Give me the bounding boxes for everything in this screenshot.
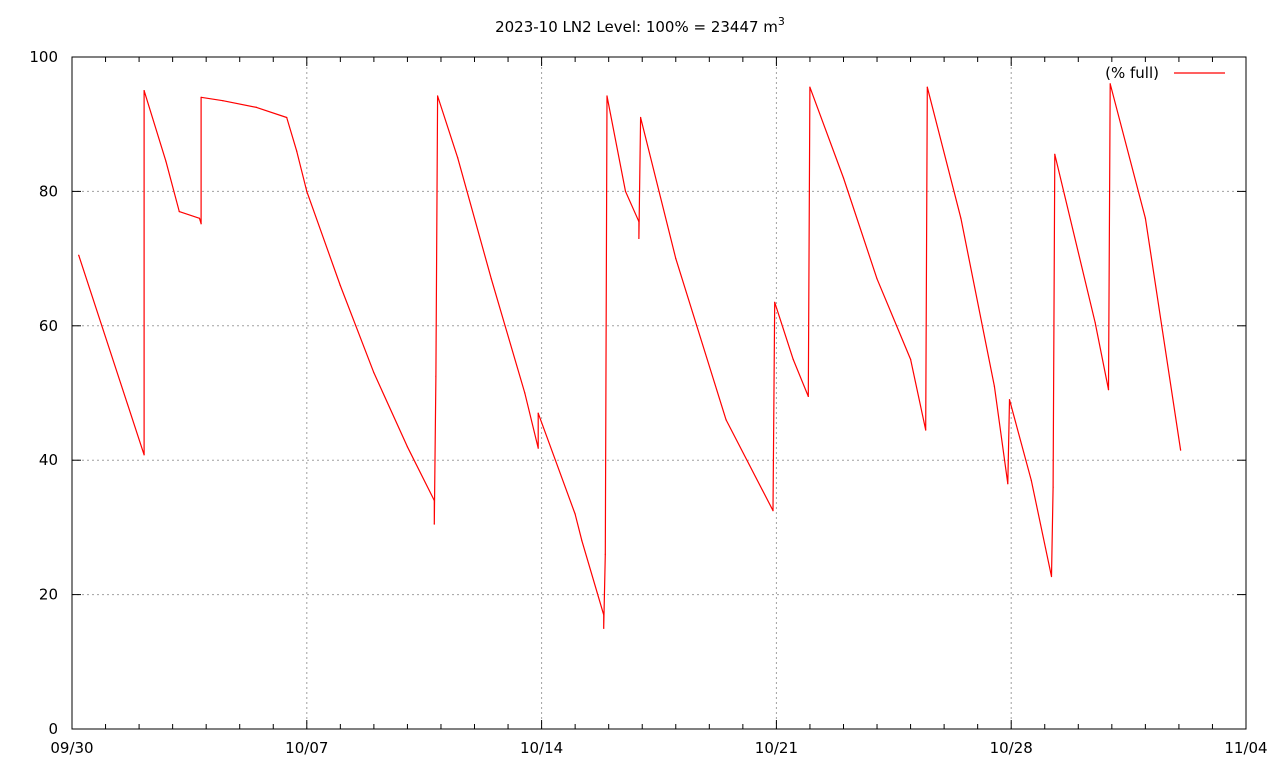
data-point <box>524 392 526 394</box>
data-point <box>178 211 180 213</box>
data-point <box>574 513 576 515</box>
data-point <box>640 116 642 119</box>
data-point <box>876 278 878 280</box>
data-point <box>165 160 167 162</box>
data-point <box>603 614 605 616</box>
data-point <box>624 190 627 192</box>
data-point <box>339 284 341 287</box>
x-tick-label: 10/28 <box>990 739 1033 757</box>
data-point <box>1180 449 1182 451</box>
plot-frame <box>71 56 1247 730</box>
data-point <box>286 116 288 119</box>
data-point <box>809 86 811 88</box>
data-point <box>537 447 539 449</box>
data-point <box>537 412 539 414</box>
data-point <box>1109 83 1111 85</box>
grid-lines <box>72 57 1246 729</box>
chart-title: 2023-10 LN2 Level: 100% = 23447 m3 <box>495 15 785 36</box>
series-line <box>78 83 1182 629</box>
data-point <box>807 395 809 397</box>
data-point <box>581 540 583 542</box>
data-point <box>1144 217 1146 219</box>
y-tick-label: 0 <box>48 720 58 738</box>
data-point <box>725 419 727 421</box>
data-point <box>1007 483 1009 485</box>
data-point <box>604 553 606 555</box>
data-point <box>910 358 912 360</box>
chart-title-text: 2023-10 LN2 Level: 100% = 23447 m <box>495 18 778 36</box>
y-tick-label: 40 <box>39 451 58 469</box>
x-tick-label: 09/30 <box>50 739 93 757</box>
data-point <box>1094 321 1096 323</box>
data-point <box>1052 486 1054 488</box>
data-point <box>200 96 202 98</box>
data-point <box>457 157 459 159</box>
data-point <box>255 106 258 108</box>
data-point <box>1050 575 1053 578</box>
y-tick-label: 100 <box>29 48 58 66</box>
data-point <box>638 237 640 239</box>
data-point <box>373 372 375 374</box>
data-point <box>306 190 308 192</box>
data-point <box>675 258 677 260</box>
x-tick-label: 10/21 <box>755 739 798 757</box>
x-tick-label: 10/14 <box>520 739 563 757</box>
data-point <box>490 278 492 280</box>
x-tick-label: 11/04 <box>1224 739 1267 757</box>
data-point <box>772 510 774 512</box>
data-point <box>960 217 962 219</box>
data-point <box>200 223 202 225</box>
data-point <box>406 446 408 448</box>
data-point <box>78 254 80 256</box>
data-point <box>774 301 776 303</box>
data-point <box>842 177 845 179</box>
data-point <box>606 95 608 97</box>
data-point <box>433 523 435 525</box>
data-point <box>926 86 928 88</box>
chart-title-superscript: 3 <box>778 15 785 28</box>
data-point <box>435 375 437 377</box>
data-point <box>1054 153 1056 155</box>
data-point <box>1107 389 1110 391</box>
data-point <box>638 221 640 223</box>
y-tick-label: 80 <box>39 182 58 200</box>
series-layer <box>78 83 1182 629</box>
data-point <box>437 95 439 97</box>
data-point <box>925 429 927 431</box>
x-tick-label: 10/07 <box>285 739 328 757</box>
data-point <box>792 358 794 360</box>
axis-ticks: 0 20 40 60 80 100 09/30 10/07 10/14 10/21 10/28 11/… <box>29 48 1267 757</box>
y-tick-label: 60 <box>39 317 58 335</box>
data-point <box>433 499 435 502</box>
data-point <box>603 627 605 629</box>
data-point <box>222 100 224 102</box>
legend-label: (% full) <box>1105 64 1159 82</box>
data-point <box>993 385 996 387</box>
data-point <box>143 454 145 456</box>
data-point <box>1030 479 1032 481</box>
legend: (% full) <box>1105 64 1225 82</box>
data-point <box>296 150 298 152</box>
y-tick-label: 20 <box>39 586 58 604</box>
data-point <box>198 217 201 219</box>
data-point <box>143 90 145 92</box>
data-point <box>1008 399 1011 401</box>
